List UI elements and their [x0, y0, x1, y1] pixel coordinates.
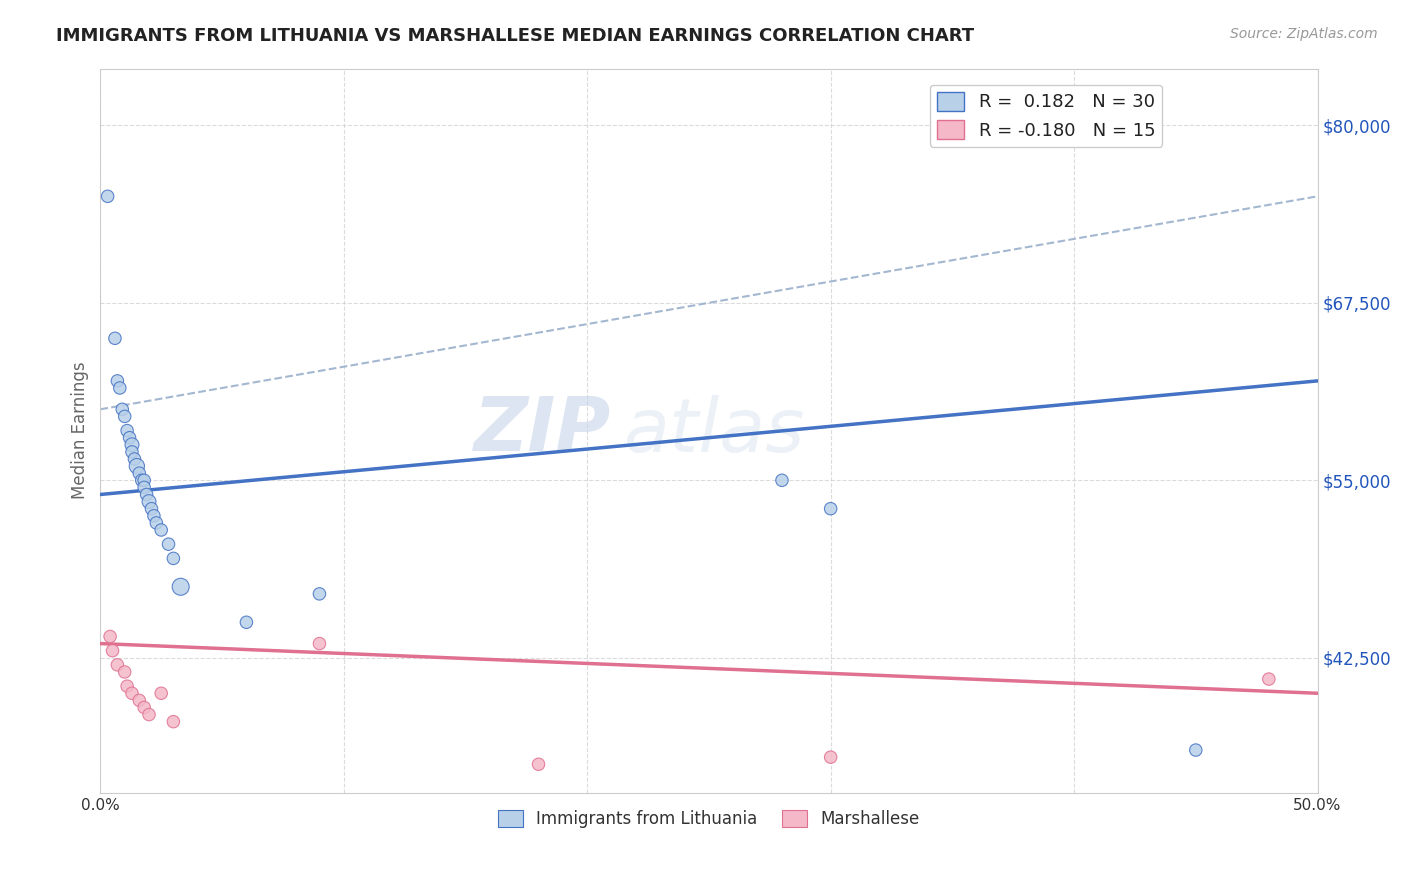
Point — [150, 523, 173, 537]
Point — [98, 630, 121, 644]
Point — [114, 665, 136, 679]
Point — [138, 707, 160, 722]
Point — [134, 700, 156, 714]
Point — [97, 189, 120, 203]
Text: Source: ZipAtlas.com: Source: ZipAtlas.com — [1230, 27, 1378, 41]
Point — [157, 537, 180, 551]
Point — [111, 402, 134, 417]
Point — [162, 714, 184, 729]
Text: atlas: atlas — [624, 394, 806, 467]
Point — [134, 473, 156, 487]
Legend: Immigrants from Lithuania, Marshallese: Immigrants from Lithuania, Marshallese — [491, 804, 927, 835]
Point — [820, 750, 842, 764]
Point — [118, 431, 141, 445]
Point — [125, 459, 148, 474]
Point — [121, 445, 143, 459]
Point — [150, 686, 173, 700]
Point — [138, 494, 160, 508]
Point — [128, 693, 150, 707]
Y-axis label: Median Earnings: Median Earnings — [72, 362, 89, 500]
Point — [820, 501, 842, 516]
Point — [121, 686, 143, 700]
Point — [134, 480, 156, 494]
Point — [135, 487, 157, 501]
Text: IMMIGRANTS FROM LITHUANIA VS MARSHALLESE MEDIAN EARNINGS CORRELATION CHART: IMMIGRANTS FROM LITHUANIA VS MARSHALLESE… — [56, 27, 974, 45]
Point — [128, 466, 150, 480]
Point — [114, 409, 136, 424]
Point — [145, 516, 167, 530]
Point — [115, 424, 138, 438]
Point — [141, 501, 163, 516]
Point — [124, 452, 146, 467]
Point — [1257, 672, 1279, 686]
Point — [101, 643, 124, 657]
Point — [308, 636, 330, 650]
Text: ZIP: ZIP — [474, 394, 612, 467]
Point — [235, 615, 257, 630]
Point — [131, 473, 153, 487]
Point — [170, 580, 193, 594]
Point — [770, 473, 793, 487]
Point — [1184, 743, 1206, 757]
Point — [108, 381, 131, 395]
Point — [105, 374, 128, 388]
Point — [121, 438, 143, 452]
Point — [308, 587, 330, 601]
Point — [527, 757, 550, 772]
Point — [105, 657, 128, 672]
Point — [162, 551, 184, 566]
Point — [104, 331, 127, 345]
Point — [142, 508, 165, 523]
Point — [115, 679, 138, 693]
